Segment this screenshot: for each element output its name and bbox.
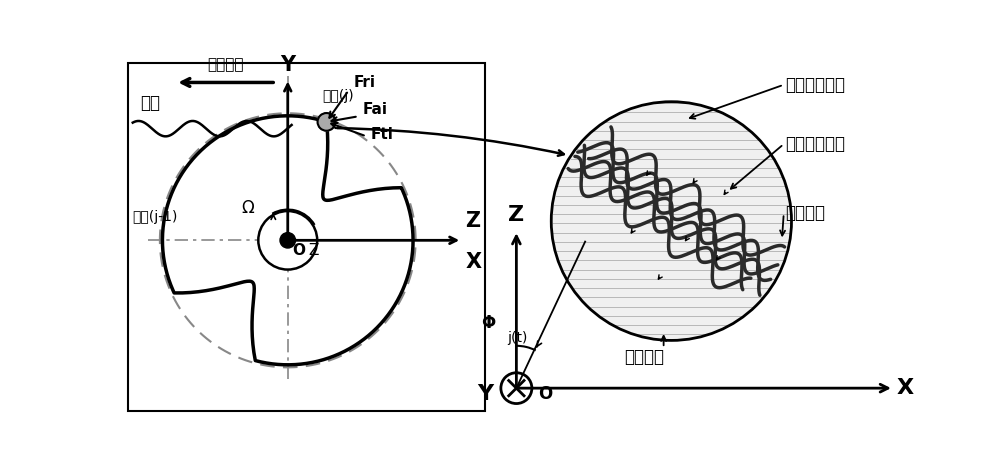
Text: 前一振动: 前一振动 (624, 348, 664, 366)
Text: Y: Y (280, 55, 295, 75)
Text: Fti: Fti (370, 128, 393, 143)
Bar (128, 63, 485, 411)
Text: 动态切削厚度: 动态切削厚度 (785, 135, 845, 153)
Circle shape (258, 211, 317, 270)
Text: 刀刃(j-1): 刀刃(j-1) (133, 210, 178, 224)
Text: j(t): j(t) (507, 331, 527, 345)
Text: Z: Z (308, 243, 318, 258)
Circle shape (318, 113, 335, 131)
Text: 当前振动: 当前振动 (785, 204, 825, 222)
Text: O: O (292, 243, 305, 258)
Text: 工件: 工件 (140, 94, 160, 112)
Text: X: X (896, 378, 913, 398)
Text: 刀刃(j): 刀刃(j) (323, 89, 354, 103)
Text: Z: Z (465, 211, 480, 231)
Text: 运动方向: 运动方向 (208, 57, 244, 72)
Text: O: O (538, 386, 552, 403)
Text: X: X (465, 252, 481, 272)
Text: Fri: Fri (353, 76, 375, 90)
Text: Φ: Φ (482, 314, 496, 332)
Text: Y: Y (477, 384, 493, 404)
Text: Fai: Fai (362, 102, 387, 117)
Circle shape (280, 233, 296, 248)
Text: Z: Z (508, 205, 524, 225)
Polygon shape (551, 102, 792, 340)
Circle shape (501, 373, 532, 403)
Text: Ω: Ω (241, 199, 254, 217)
Text: 静态切削厚度: 静态切削厚度 (785, 76, 845, 94)
